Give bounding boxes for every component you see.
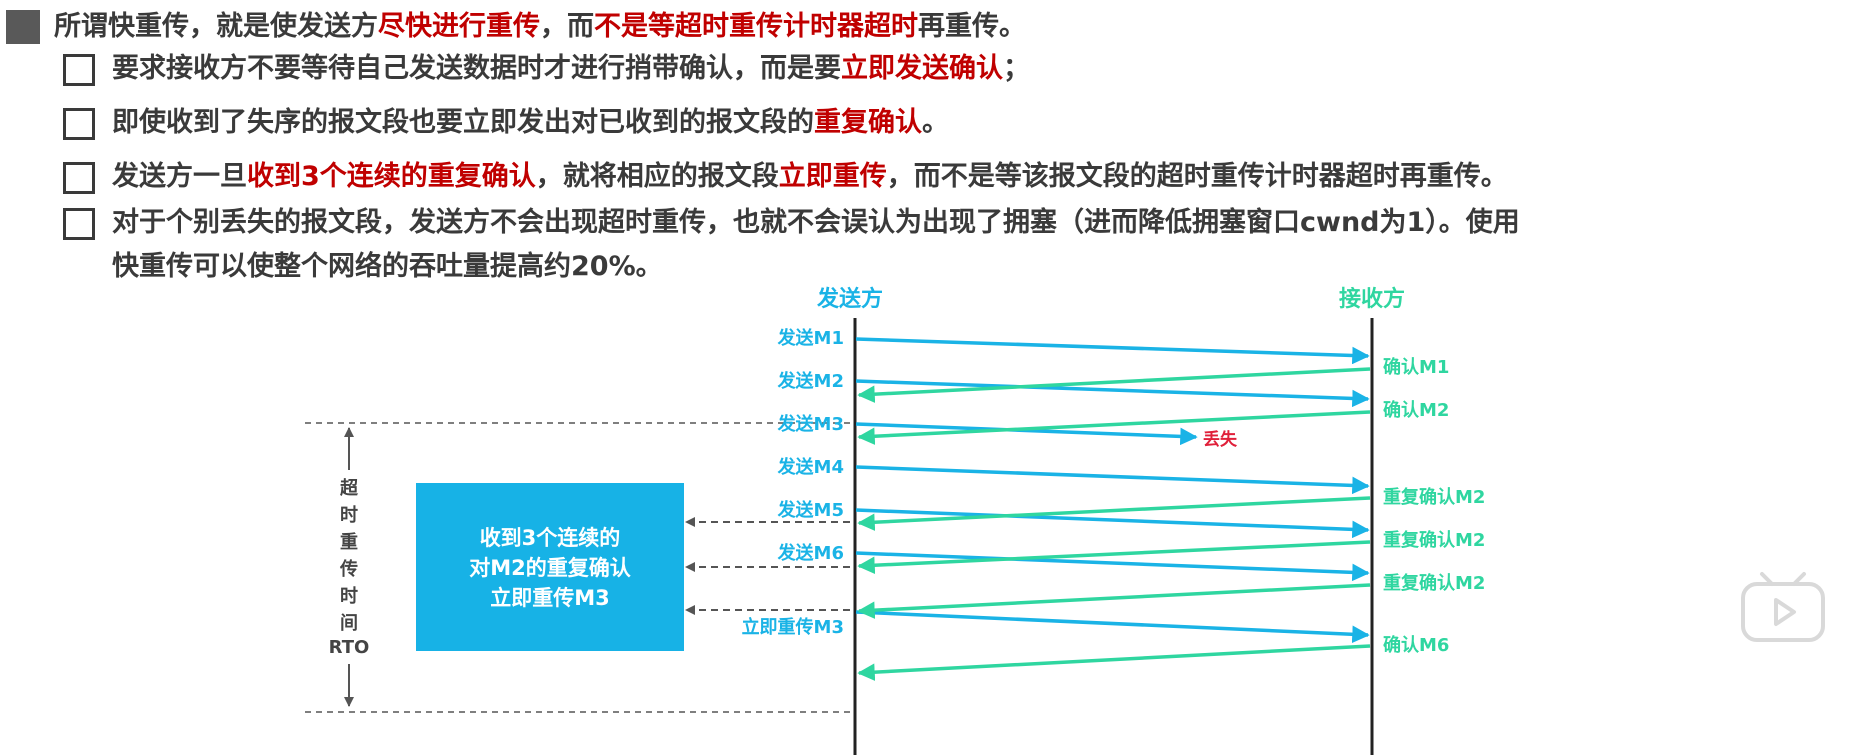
sub3-text-c: ，而不是等该报文段的超时重传计时器超时再重传。 [886,161,1508,192]
send-label-retransmit-m3: 立即重传M3 [742,616,844,638]
ack-arrow-m2 [857,410,1371,445]
tv-play-icon [1741,572,1825,642]
receiver-label: 接收方 [1339,286,1405,312]
sub-bullet-text-4b: 快重传可以使整个网络的吞吐量提高约20%。 [112,251,663,282]
callout-line-3: 立即重传M3 [490,586,610,610]
sub1-highlight: 立即发送确认 [841,53,1003,84]
send-arrow-m6 [855,551,1370,582]
sub3-text-b: ，就将相应的报文段 [535,161,779,192]
send-label-m3: 发送M3 [777,413,844,435]
sender-label: 发送方 [816,286,883,312]
ack-label-m2: 确认M2 [1383,399,1449,421]
sub-bullet-text-2: 即使收到了失序的报文段也要立即发出对已收到的报文段的重复确认。 [112,104,949,142]
rto-char-2: 时 [340,505,358,526]
sub-bullet-checkbox-2 [63,108,95,140]
callout-box [416,483,684,651]
dup-ack-label-2: 重复确认M2 [1383,529,1485,551]
ack-arrow-m6 [857,644,1371,681]
sub-bullet-text-4a: 对于个别丢失的报文段，发送方不会出现超时重传，也就不会误认为出现了拥塞（进而降低… [112,207,1520,238]
main-bullet-text: 所谓快重传，就是使发送方尽快进行重传，而不是等超时重传计时器超时再重传。 [54,8,1026,46]
rto-label: RTO [329,637,370,658]
ack-arrow-m1 [857,367,1371,403]
rto-char-1: 超 [340,477,359,499]
sub-bullet-text-3: 发送方一旦收到3个连续的重复确认，就将相应的报文段立即重传，而不是等该报文段的超… [112,158,1508,196]
callout-line-2: 对M2的重复确认 [469,556,631,580]
sub-bullet-text-1: 要求接收方不要等待自己发送数据时才进行捎带确认，而是要立即发送确认； [112,50,1030,88]
sub1-text-b: ； [1003,53,1030,84]
ack-label-m1: 确认M1 [1383,356,1449,378]
dup-ack-arrow-1 [857,496,1371,531]
send-label-m1: 发送M1 [777,327,844,349]
rto-char-5: 时 [340,586,358,607]
dup-ack-label-3: 重复确认M2 [1383,572,1485,594]
sub3-highlight-b: 立即重传 [778,161,887,192]
sub-bullet-checkbox-1 [63,54,95,86]
lost-label: 丢失 [1203,429,1238,450]
sub2-highlight: 重复确认 [814,107,922,138]
dup-ack-arrow-3 [857,583,1371,619]
sub3-highlight-a: 收到3个连续的重复确认 [247,161,536,192]
sub2-text-b: 。 [922,107,949,138]
main-text-c: 再重传。 [918,11,1026,42]
send-arrow-m3-retransmit [855,610,1370,644]
dup-ack-arrow-2 [857,540,1371,575]
main-highlight-b: 不是等超时重传计时器超时 [594,11,918,42]
send-arrow-m4 [855,465,1370,495]
main-text-b: ，而 [540,11,594,42]
sub2-text-a: 即使收到了失序的报文段也要立即发出对已收到的报文段的 [112,107,814,138]
callout-line-1: 收到3个连续的 [480,526,621,550]
sub-bullet-checkbox-4 [63,208,95,240]
send-label-m6: 发送M6 [777,542,844,564]
sub-bullet-checkbox-3 [63,162,95,194]
main-text-a: 所谓快重传，就是使发送方 [54,11,378,42]
rto-char-4: 传 [339,558,358,580]
dup-ack-label-1: 重复确认M2 [1383,486,1485,508]
send-label-m2: 发送M2 [777,370,844,392]
send-label-m5: 发送M5 [777,499,844,521]
rto-char-6: 间 [340,613,358,634]
sub3-text-a: 发送方一旦 [112,161,247,192]
send-label-m4: 发送M4 [777,456,844,478]
sub1-text-a: 要求接收方不要等待自己发送数据时才进行捎带确认，而是要 [112,53,841,84]
main-highlight-a: 尽快进行重传 [378,11,540,42]
send-arrow-m5 [855,508,1370,539]
send-arrow-m1 [855,337,1370,365]
send-arrow-m2 [855,379,1370,408]
main-bullet-square [6,10,40,44]
ack-label-m6: 确认M6 [1383,634,1449,656]
rto-char-3: 重 [340,531,358,553]
